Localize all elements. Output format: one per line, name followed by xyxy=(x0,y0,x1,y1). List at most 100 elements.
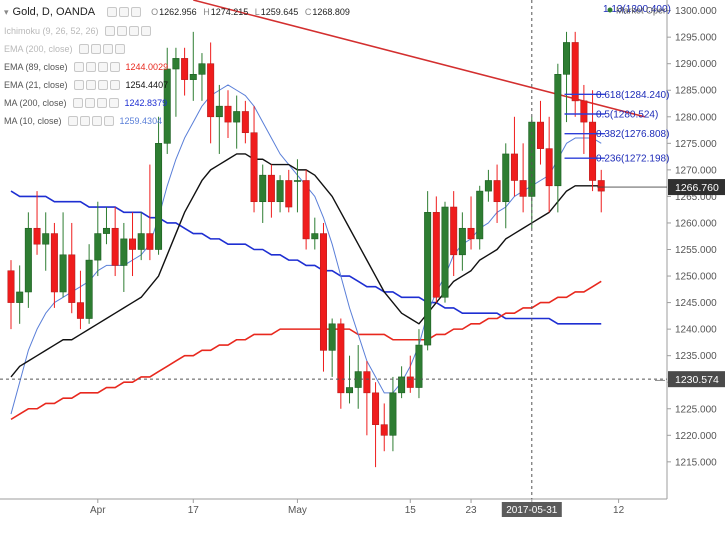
candle-down xyxy=(363,360,371,436)
indicator-name: EMA (21, close) xyxy=(4,80,68,90)
candle-body xyxy=(302,180,310,240)
candle-body xyxy=(484,180,492,192)
close-icon[interactable] xyxy=(91,116,102,126)
candle-body xyxy=(85,259,93,319)
candle-body xyxy=(415,344,423,388)
settings-icon[interactable] xyxy=(84,98,95,108)
candle-body xyxy=(16,291,24,303)
close-icon[interactable] xyxy=(96,98,107,108)
settings-icon[interactable] xyxy=(90,44,101,54)
ohlc-high: 1274.215 xyxy=(210,7,249,17)
indicator-legend-row[interactable]: MA (200, close) 1242.8379 xyxy=(4,94,294,112)
candle-body xyxy=(510,153,518,181)
candle-body xyxy=(545,148,553,187)
ohlc-values: O1262.956 H1274.215 L1259.645 C1268.809 xyxy=(151,7,350,17)
candle-down xyxy=(319,222,327,372)
settings-icon[interactable] xyxy=(85,62,96,72)
candle-up xyxy=(85,244,93,324)
close-icon[interactable] xyxy=(131,7,142,17)
collapse-icon[interactable]: ▾ xyxy=(4,6,9,17)
candle-up xyxy=(476,185,484,250)
eye-icon[interactable] xyxy=(107,7,118,17)
more-icon[interactable] xyxy=(109,80,120,90)
price-tick-label: 1270.000 xyxy=(675,165,717,176)
candle-down xyxy=(571,31,579,117)
candle-down xyxy=(380,403,388,452)
candle-up xyxy=(163,47,171,154)
settings-icon[interactable] xyxy=(116,26,127,36)
eye-icon[interactable] xyxy=(67,116,78,126)
candle-down xyxy=(580,84,588,154)
candle-up xyxy=(276,175,284,213)
settings-icon[interactable] xyxy=(85,80,96,90)
candle-up xyxy=(94,201,102,277)
price-tick-label: 1245.000 xyxy=(675,298,717,309)
eye-icon[interactable] xyxy=(104,26,115,36)
candle-up xyxy=(215,84,223,154)
more-icon[interactable] xyxy=(109,62,120,72)
ema89-line xyxy=(10,280,602,421)
indicator-legend-row[interactable]: EMA (200, close) xyxy=(4,40,294,58)
indicator-legend-row[interactable]: MA (10, close) 1259.4304 xyxy=(4,112,294,130)
candle-body xyxy=(215,105,223,118)
candle-up xyxy=(311,217,319,250)
indicator-legend-row[interactable]: EMA (89, close) 1244.0029 xyxy=(4,58,294,76)
candle-body xyxy=(458,227,466,256)
candle-down xyxy=(519,143,527,213)
candle-down xyxy=(467,196,475,250)
candle-down xyxy=(372,382,380,468)
candle-up xyxy=(172,47,180,117)
indicator-name: EMA (89, close) xyxy=(4,62,68,72)
indicator-legend-row[interactable]: EMA (21, close) 1254.4407 xyxy=(4,76,294,94)
price-axis-background xyxy=(667,0,725,543)
candle-body xyxy=(76,302,84,319)
more-icon[interactable] xyxy=(103,116,114,126)
candle-body xyxy=(94,233,102,261)
legend-main-row[interactable]: ▾ Gold, D, OANDA O1262.956 H1274.215 L12… xyxy=(4,2,350,22)
candle-up xyxy=(137,212,145,261)
candle-down xyxy=(536,100,544,165)
candle-body xyxy=(536,121,544,149)
close-icon[interactable] xyxy=(97,62,108,72)
indicator-legend-row[interactable]: Ichimoku (9, 26, 52, 26) xyxy=(4,22,294,40)
eye-icon[interactable] xyxy=(78,44,89,54)
eye-icon[interactable] xyxy=(72,98,83,108)
more-icon[interactable] xyxy=(114,44,125,54)
candle-down xyxy=(181,47,189,96)
price-tick-label: 1265.000 xyxy=(675,192,717,203)
eye-icon[interactable] xyxy=(73,62,84,72)
candle-body xyxy=(198,63,206,75)
more-icon[interactable] xyxy=(140,26,151,36)
candle-down xyxy=(267,164,275,218)
candle-body xyxy=(163,68,171,144)
price-tick-label: 1240.000 xyxy=(675,325,717,336)
candle-body xyxy=(129,238,137,250)
close-icon[interactable] xyxy=(97,80,108,90)
candle-body xyxy=(267,174,275,203)
last-price-box xyxy=(668,179,725,196)
candle-down xyxy=(493,164,501,223)
candle-body xyxy=(102,227,110,234)
candle-body xyxy=(50,233,58,293)
symbol-title: Gold, D, OANDA xyxy=(12,6,96,18)
settings-icon[interactable] xyxy=(79,116,90,126)
candle-body xyxy=(42,233,50,245)
candle-down xyxy=(450,191,458,277)
settings-icon[interactable] xyxy=(119,7,130,17)
candle-down xyxy=(597,169,605,213)
candle-up xyxy=(16,265,24,324)
candle-body xyxy=(319,233,327,351)
candle-down xyxy=(146,164,154,261)
indicator-name: MA (10, close) xyxy=(4,116,62,126)
close-icon[interactable] xyxy=(128,26,139,36)
symbol-interval: D xyxy=(41,6,50,18)
close-icon[interactable] xyxy=(102,44,113,54)
candle-down xyxy=(50,222,58,308)
more-icon[interactable] xyxy=(108,98,119,108)
eye-icon[interactable] xyxy=(73,80,84,90)
candle-down xyxy=(224,90,232,139)
time-tick-label: 12 xyxy=(613,505,625,516)
fib-level-label: 0.618(1284.240) xyxy=(596,90,669,101)
